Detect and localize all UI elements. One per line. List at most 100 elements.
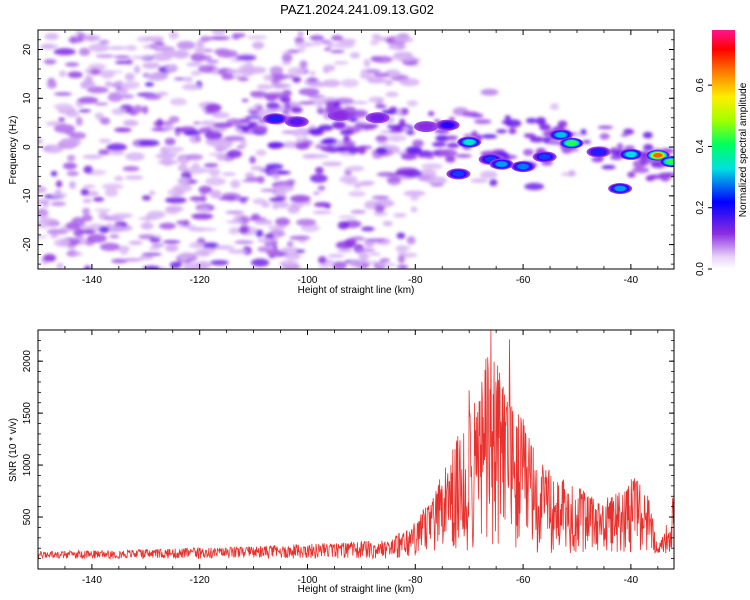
spectrogram-noise-blob bbox=[56, 262, 64, 269]
spectrogram-noise-blob bbox=[194, 46, 206, 55]
colorbar: 0.0 0.2 0.4 0.6 Normalized spectral amplitu… bbox=[695, 30, 749, 276]
spectrogram-noise-blob bbox=[392, 52, 414, 61]
spectrogram-noise-blob bbox=[193, 250, 211, 257]
spectrogram-noise-blob bbox=[322, 79, 341, 88]
spectrogram-noise-blob bbox=[108, 151, 125, 156]
spectrogram-y-tick-label: -10 bbox=[22, 188, 33, 203]
spectrogram-noise-blob bbox=[86, 234, 107, 243]
spectrogram-noise-blob bbox=[350, 101, 368, 105]
snr-series-line bbox=[38, 330, 674, 560]
spectrogram-noise-blob bbox=[226, 220, 245, 224]
spectrogram-feature-contour bbox=[625, 151, 637, 157]
spectrogram-ridge-blob bbox=[401, 107, 409, 116]
spectrogram-noise-blob bbox=[292, 76, 302, 83]
spectrogram-noise-blob bbox=[568, 169, 576, 177]
spectrogram-ridge-blob bbox=[375, 135, 388, 142]
spectrogram-noise-blob bbox=[99, 242, 120, 252]
spectrogram-noise-blob bbox=[167, 64, 177, 73]
spectrogram-noise-blob bbox=[379, 258, 391, 263]
spectrogram-noise-blob bbox=[130, 55, 153, 60]
spectrogram-noise-blob bbox=[155, 153, 176, 159]
spectrogram-ridge-blob bbox=[343, 135, 350, 142]
spectrogram-noise-blob bbox=[115, 87, 129, 95]
spectrogram-noise-blob bbox=[189, 196, 203, 201]
spectrogram-noise-blob bbox=[332, 261, 347, 269]
spectrogram-ridge-blob bbox=[471, 130, 478, 138]
snr-x-tick-label: -40 bbox=[624, 575, 639, 586]
spectrogram-noise-blob bbox=[393, 212, 407, 218]
spectrogram-ridge-blob bbox=[265, 93, 278, 102]
spectrogram-noise-blob bbox=[349, 165, 363, 172]
spectrogram-noise-blob bbox=[251, 41, 265, 50]
spectrogram-noise-blob bbox=[281, 61, 292, 65]
spectrogram-noise-blob bbox=[168, 116, 180, 124]
spectrogram-noise-blob bbox=[194, 54, 213, 61]
spectrogram-noise-blob bbox=[58, 70, 67, 77]
spectrogram-noise-blob bbox=[181, 83, 201, 91]
spectrogram-feature-contour bbox=[290, 118, 304, 125]
spectrogram-noise-blob bbox=[195, 40, 205, 49]
spectrogram-ridge-blob bbox=[580, 129, 587, 135]
spectrogram-noise-blob bbox=[193, 121, 201, 125]
snr-x-tick-label: -100 bbox=[297, 575, 317, 586]
spectrogram-ridge-blob bbox=[400, 152, 418, 161]
spectrogram-noise-blob bbox=[124, 175, 143, 180]
spectrogram-ridge-blob bbox=[347, 146, 360, 154]
snr-x-ticks: -140 -120 -100 -80 -60 -40 bbox=[37, 330, 659, 586]
spectrogram-noise-blob bbox=[256, 175, 265, 184]
snr-background bbox=[38, 330, 674, 569]
spectrogram-noise-blob bbox=[275, 217, 291, 227]
spectrogram-noise-blob bbox=[142, 62, 160, 69]
spectrogram-noise-blob bbox=[356, 181, 374, 187]
spectrogram-noise-blob bbox=[350, 209, 367, 214]
spectrogram-noise-blob bbox=[247, 35, 268, 40]
spectrogram-noise-blob bbox=[338, 215, 357, 219]
spectrogram-noise-blob bbox=[373, 72, 390, 78]
spectrogram-y-tick-label: 10 bbox=[22, 92, 33, 104]
spectrogram-noise-blob bbox=[138, 139, 160, 147]
spectrogram-noise-blob bbox=[268, 197, 285, 203]
spectrogram-noise-blob bbox=[82, 34, 101, 41]
spectrogram-noise-blob bbox=[221, 172, 237, 176]
spectrogram-noise-blob bbox=[317, 185, 326, 191]
spectrogram-noise-blob bbox=[163, 125, 175, 131]
spectrogram-x-tick-label: -40 bbox=[624, 275, 639, 286]
spectrogram-noise-blob bbox=[71, 217, 86, 227]
spectrogram-noise-blob bbox=[157, 159, 179, 165]
colorbar-ticks: 0.0 0.2 0.4 0.6 bbox=[695, 78, 712, 276]
spectrogram-noise-blob bbox=[142, 105, 149, 115]
spectrogram-noise-blob bbox=[409, 195, 420, 201]
spectrogram-noise-blob bbox=[177, 164, 188, 172]
spectrogram-noise-blob bbox=[125, 45, 137, 51]
spectrogram-noise-blob bbox=[376, 141, 389, 145]
spectrogram-noise-blob bbox=[241, 67, 255, 77]
spectrogram-noise-blob bbox=[144, 81, 155, 87]
spectrogram-noise-blob bbox=[296, 218, 317, 227]
spectrogram-noise-blob bbox=[59, 137, 82, 147]
spectrogram-ridge-blob bbox=[239, 119, 251, 123]
spectrogram-noise-blob bbox=[241, 179, 258, 183]
spectrogram-noise-blob bbox=[73, 252, 83, 256]
spectrogram-noise-blob bbox=[321, 161, 343, 167]
spectrogram-ridge-blob bbox=[279, 96, 291, 104]
spectrogram-noise-blob bbox=[373, 211, 388, 217]
snr-y-tick-label: 1000 bbox=[22, 454, 33, 477]
spectrogram-noise-blob bbox=[372, 55, 393, 64]
spectrogram-x-tick-label: -120 bbox=[190, 275, 210, 286]
spectrogram-noise-blob bbox=[399, 78, 420, 87]
spectrogram-noise-blob bbox=[252, 198, 267, 205]
spectrogram-noise-blob bbox=[105, 223, 113, 228]
spectrogram-features-layer bbox=[263, 109, 674, 195]
spectrogram-noise-blob bbox=[287, 49, 301, 54]
spectrogram-noise-blob bbox=[396, 232, 406, 239]
spectrogram-noise-blob bbox=[371, 195, 390, 200]
spectrogram-noise-blob bbox=[307, 94, 325, 99]
spectrogram-noise-blob bbox=[239, 139, 248, 148]
spectrogram-noise-blob bbox=[266, 248, 282, 256]
spectrogram-noise-blob bbox=[371, 33, 381, 39]
spectrogram-noise-blob bbox=[302, 153, 317, 160]
spectrogram-ridge-blob bbox=[632, 167, 650, 174]
spectrogram-noise-blob bbox=[227, 249, 248, 254]
spectrogram-noise-blob bbox=[223, 135, 246, 142]
